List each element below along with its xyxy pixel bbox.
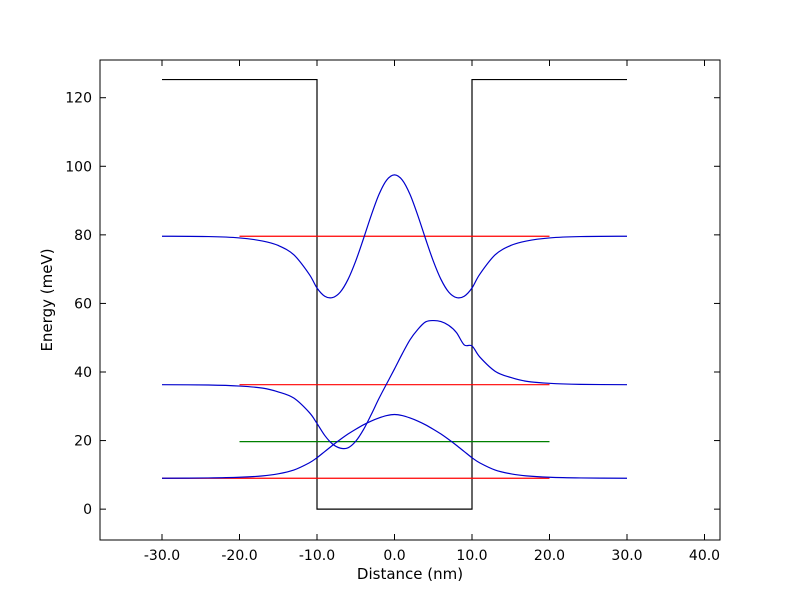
- x-tick-label: -10.0: [299, 548, 335, 564]
- x-tick-label: 40.0: [689, 548, 720, 564]
- wavefunction-line-1: [161, 413, 628, 479]
- plot-frame: [99, 59, 721, 541]
- ticks-layer: -30.0 -20.0 -10.0 0.0 10.0 20.0 30.0 40.0 0 20 40 6…: [65, 60, 720, 564]
- x-tick-label: -20.0: [221, 548, 257, 564]
- x-tick-label: -30.0: [144, 548, 180, 564]
- wavefunction-line-3: [161, 174, 628, 299]
- y-tick-label: 80: [74, 228, 92, 244]
- y-tick-label: 60: [74, 296, 92, 312]
- y-tick-label: 0: [83, 502, 92, 518]
- x-tick-label: 20.0: [534, 548, 565, 564]
- series-layer: [161, 78, 628, 510]
- x-tick-label: 10.0: [456, 548, 487, 564]
- potential-well-line: [162, 78, 627, 510]
- wavefunction-line-2: [161, 319, 628, 450]
- x-tick-label: 30.0: [611, 548, 642, 564]
- y-tick-label: 20: [74, 434, 92, 450]
- y-tick-label: 40: [74, 365, 92, 381]
- x-axis-label: Distance (nm): [357, 565, 463, 583]
- y-axis-label: Energy (meV): [38, 248, 56, 351]
- y-tick-label: 120: [65, 91, 92, 107]
- x-tick-label: 0.0: [383, 548, 405, 564]
- y-tick-label: 100: [65, 159, 92, 175]
